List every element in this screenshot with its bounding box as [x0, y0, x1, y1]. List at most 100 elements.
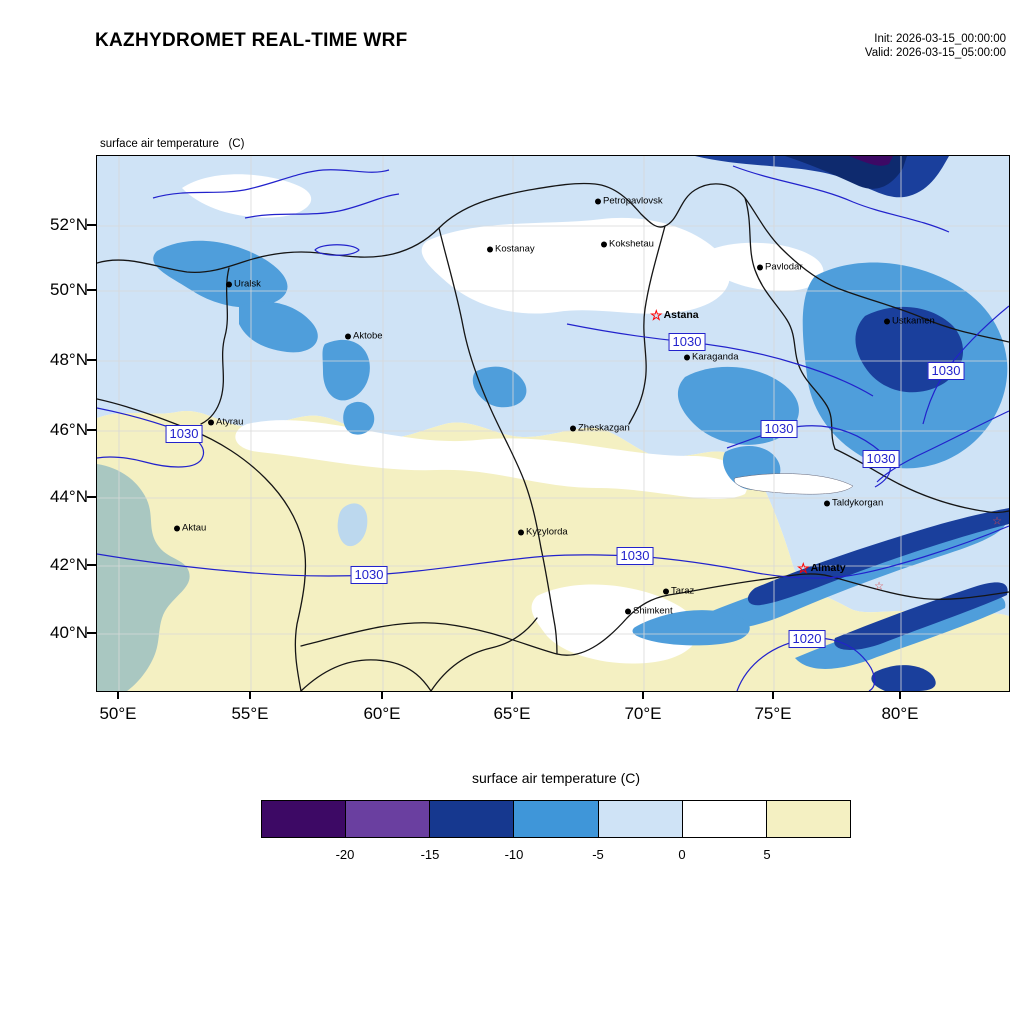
- pressure-label: 1030: [350, 566, 388, 584]
- city-marker: Shimkent: [625, 606, 673, 617]
- init-time: Init: 2026-03-15_00:00:00: [874, 33, 1006, 45]
- city-marker: Atyrau: [208, 417, 243, 428]
- page-title: KAZHYDROMET REAL-TIME WRF: [95, 30, 408, 51]
- lat-axis-label: 50°N: [50, 280, 88, 299]
- city-marker: Aktau: [174, 523, 206, 534]
- border-internal: [540, 547, 558, 655]
- weather-map: 1030 1030 1030 1030 1030 1030 1030 1020 …: [96, 155, 1010, 692]
- city-dot-icon: [884, 318, 890, 324]
- lon-axis-label: 80°E: [881, 704, 919, 723]
- pressure-contour: [736, 637, 876, 691]
- city-label: Taldykorgan: [832, 497, 884, 509]
- city-dot-icon: [757, 264, 763, 270]
- temp-fill-coldest-core: [849, 156, 893, 166]
- pressure-contour: [97, 407, 205, 468]
- pressure-label: 1030: [862, 450, 900, 468]
- pressure-contour: [97, 525, 1009, 579]
- pressure-contour: [732, 165, 950, 233]
- capital-star-icon: ☆: [797, 560, 810, 576]
- legend-colorbar: [261, 800, 851, 838]
- lat-axis-label: 44°N: [50, 487, 88, 506]
- pressure-contour: [566, 323, 874, 397]
- pressure-label: 1030: [927, 362, 965, 380]
- axis-tick: [87, 429, 96, 431]
- pressure-contour: [876, 410, 1009, 483]
- temp-fill-mountain-cold: [834, 582, 1008, 650]
- border-north: [97, 182, 1009, 343]
- legend-tick-label: -20: [335, 847, 355, 862]
- legend-tick-label: -15: [420, 847, 440, 862]
- border-internal: [438, 227, 542, 549]
- city-label: Aktobe: [353, 330, 383, 342]
- legend-swatch: [346, 801, 431, 837]
- city-label: Taraz: [671, 585, 695, 597]
- legend-title: surface air temperature (C): [471, 770, 641, 786]
- axis-tick: [642, 691, 644, 699]
- city-dot-icon: [518, 529, 524, 535]
- city-marker: Karaganda: [684, 352, 738, 363]
- city-label: Zheskazgan: [578, 422, 630, 434]
- temp-fill-cold-patch: [322, 339, 370, 401]
- temp-fill-white-patch: [182, 174, 312, 218]
- city-label: Ustkamen: [892, 315, 935, 327]
- pressure-contours: [97, 165, 1009, 691]
- city-label: Uralsk: [234, 278, 261, 290]
- city-label: Kokshetau: [609, 238, 654, 250]
- lon-axis-label: 75°E: [754, 704, 792, 723]
- city-dot-icon: [208, 419, 214, 425]
- map-canvas: [97, 156, 1009, 691]
- pressure-label: 1030: [668, 333, 706, 351]
- city-marker: Ustkamen: [884, 316, 935, 327]
- city-dot-icon: [663, 588, 669, 594]
- pressure-contour: [152, 169, 390, 199]
- pressure-contour: [314, 244, 360, 256]
- capital-label: Almaty: [810, 562, 846, 574]
- aral-sea: [337, 503, 368, 547]
- city-marker: Kyzylorda: [518, 527, 568, 538]
- city-dot-icon: [601, 241, 607, 247]
- legend-tick-label: 0: [678, 847, 686, 862]
- city-dot-icon: [684, 354, 690, 360]
- legend-tick-label: -10: [504, 847, 524, 862]
- temp-fill-white-patch: [235, 420, 748, 499]
- valid-time: Valid: 2026-03-15_05:00:00: [864, 47, 1006, 59]
- temp-fill-mountain-cold: [871, 665, 936, 691]
- capital-star-icon: ☆: [874, 580, 884, 593]
- axis-tick: [899, 691, 901, 699]
- lat-axis-label: 46°N: [50, 420, 88, 439]
- lon-axis-label: 55°E: [231, 704, 269, 723]
- temp-fill-white-patch: [531, 584, 699, 664]
- graticule: [97, 156, 1009, 691]
- variable-line-temperature: surface air temperature (C): [100, 138, 245, 150]
- border-internal: [628, 225, 666, 425]
- city-dot-icon: [345, 333, 351, 339]
- city-marker: Aktobe: [345, 331, 383, 342]
- temp-fill-mountain-cold: [747, 508, 1009, 606]
- axis-tick: [87, 224, 96, 226]
- city-dot-icon: [174, 525, 180, 531]
- lat-axis-label: 52°N: [50, 215, 88, 234]
- legend-swatch: [430, 801, 515, 837]
- city-label: Shimkent: [633, 605, 673, 617]
- city-dot-icon: [487, 246, 493, 252]
- legend-swatch: [514, 801, 599, 837]
- city-label: Atyrau: [216, 416, 244, 428]
- temp-fill-mountain-band: [632, 610, 750, 646]
- region-borders: [97, 182, 1009, 691]
- border-internal: [744, 197, 836, 450]
- axis-tick: [117, 691, 119, 699]
- city-dot-icon: [625, 608, 631, 614]
- run-info: Init: 2026-03-15_00:00:00 Valid: 2026-03…: [865, 32, 1006, 60]
- axis-tick: [87, 632, 96, 634]
- city-label: Kyzylorda: [526, 526, 568, 538]
- capital-almaty: ☆ Almaty: [797, 561, 846, 575]
- capital-label: Astana: [663, 309, 699, 321]
- lon-axis-label: 65°E: [493, 704, 531, 723]
- lat-axis-label: 42°N: [50, 555, 88, 574]
- pressure-label: 1030: [165, 425, 203, 443]
- temp-fill-white-patch: [707, 242, 824, 292]
- pressure-contour: [244, 193, 400, 219]
- legend-swatch: [262, 801, 347, 837]
- capital-star-icon: ☆: [992, 515, 1002, 528]
- city-dot-icon: [824, 500, 830, 506]
